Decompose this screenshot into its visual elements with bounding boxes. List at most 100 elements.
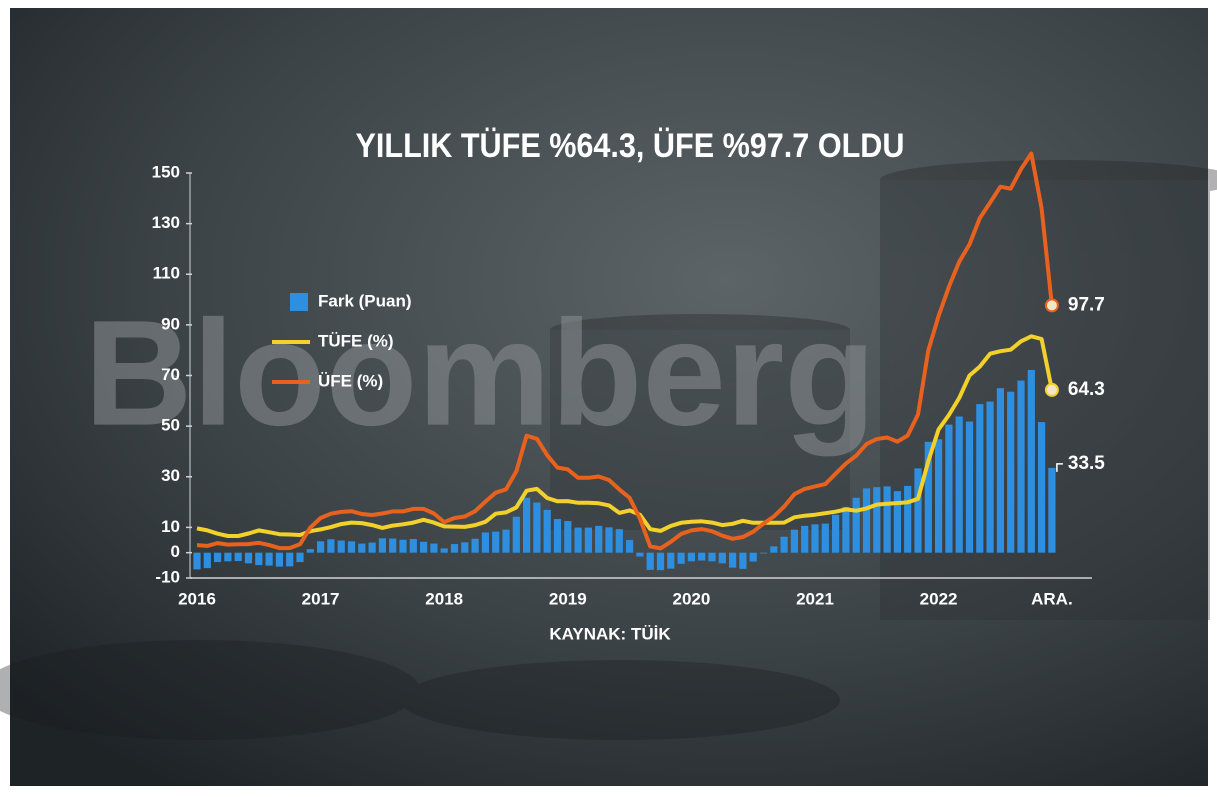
bar — [533, 502, 541, 553]
end-marker — [1044, 382, 1059, 397]
bar — [832, 514, 840, 553]
bar — [698, 552, 706, 561]
bar — [801, 525, 809, 553]
bar — [564, 521, 572, 553]
bar — [811, 524, 819, 553]
legend-label: TÜFE (%) — [318, 331, 394, 350]
x-tick-label: 2021 — [796, 589, 834, 608]
bar — [306, 549, 314, 553]
bar — [708, 552, 716, 562]
bar — [389, 538, 397, 553]
bar — [935, 439, 943, 553]
bar — [924, 441, 932, 553]
bar — [739, 552, 747, 569]
bar — [1007, 391, 1015, 553]
bar — [1038, 422, 1046, 553]
bar — [677, 552, 685, 564]
legend-swatch — [290, 293, 308, 311]
bar — [862, 488, 871, 553]
bar — [317, 541, 325, 553]
end-label: 97.7 — [1068, 294, 1105, 315]
bar — [224, 552, 232, 562]
bar — [790, 529, 798, 553]
bar — [378, 538, 386, 553]
bar — [605, 527, 613, 553]
bar — [842, 506, 850, 553]
y-tick-label: -10 — [155, 567, 180, 586]
bar — [636, 552, 644, 557]
x-tick-label: 2022 — [920, 589, 958, 608]
y-tick-label: 0 — [171, 542, 180, 561]
bar — [523, 497, 531, 553]
bar — [440, 548, 448, 553]
y-tick-label: 70 — [161, 365, 180, 384]
x-tick-label: ARA. — [1031, 589, 1073, 608]
bar — [749, 552, 757, 562]
bar — [904, 485, 912, 553]
bar — [502, 529, 510, 553]
bar — [193, 552, 201, 570]
bar — [543, 509, 551, 553]
x-tick-label: 2019 — [549, 589, 587, 608]
x-tick-label: 2020 — [672, 589, 710, 608]
y-tick-label: 50 — [161, 416, 180, 435]
bar — [945, 424, 953, 553]
bar — [553, 519, 562, 553]
bar — [914, 468, 922, 553]
y-tick-label: 150 — [152, 162, 180, 181]
bar — [214, 552, 222, 563]
bar — [656, 552, 665, 571]
y-tick-label: 130 — [152, 213, 180, 232]
bar — [1048, 467, 1056, 553]
bar — [265, 552, 273, 566]
x-tick-label: 2017 — [302, 589, 340, 608]
bar — [574, 527, 582, 553]
bar — [275, 552, 283, 567]
bar — [626, 540, 634, 553]
source: KAYNAK: TÜİK — [549, 624, 671, 643]
bar — [337, 540, 345, 553]
y-tick-label: 110 — [153, 264, 180, 283]
bar — [1027, 369, 1035, 553]
end-label: 33.5 — [1068, 453, 1105, 474]
bar — [852, 497, 860, 553]
bar — [286, 552, 294, 567]
bar — [296, 552, 304, 563]
bar — [770, 546, 778, 553]
bar — [409, 539, 417, 553]
bar — [327, 539, 335, 553]
bar — [595, 525, 603, 553]
chart-title: YILLIK TÜFE %64.3, ÜFE %97.7 OLDU — [356, 127, 905, 165]
bar — [584, 527, 592, 553]
bar — [615, 529, 623, 553]
bar — [873, 487, 881, 553]
bar — [996, 388, 1004, 553]
line — [196, 334, 1054, 538]
y-tick-label: 30 — [161, 466, 180, 485]
bar — [358, 543, 366, 553]
bar — [667, 552, 675, 569]
legend-label: Fark (Puan) — [318, 291, 412, 310]
bar — [420, 541, 428, 553]
bar — [646, 552, 654, 570]
bar — [203, 552, 211, 569]
bar — [821, 523, 829, 553]
y-tick-label: 90 — [161, 314, 180, 333]
bar — [965, 421, 974, 553]
bar — [883, 486, 891, 553]
end-label: 64.3 — [1068, 379, 1105, 400]
bar — [718, 552, 726, 564]
x-tick-label: 2018 — [425, 589, 463, 608]
bar — [471, 538, 479, 553]
bar — [368, 542, 376, 553]
end-bracket — [1056, 463, 1063, 472]
bar — [1017, 380, 1025, 553]
legend-label: ÜFE (%) — [318, 371, 383, 390]
x-tick-label: 2016 — [178, 589, 216, 608]
bar — [893, 491, 901, 553]
bar — [244, 552, 253, 564]
bar — [986, 401, 994, 553]
bar — [430, 543, 438, 553]
